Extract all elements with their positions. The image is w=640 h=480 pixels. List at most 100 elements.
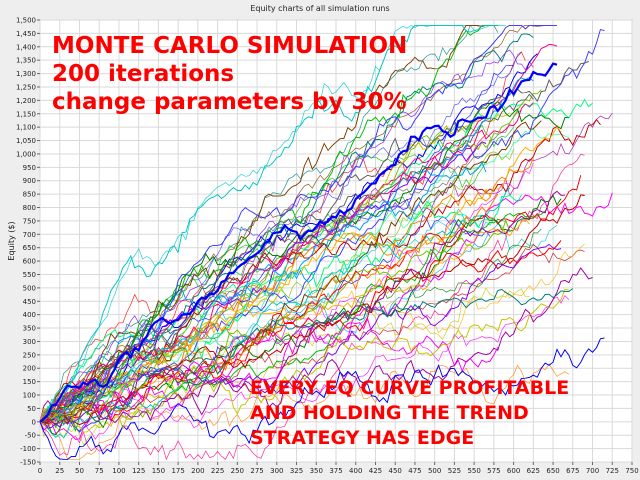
- x-tick-label: 0: [38, 467, 42, 475]
- y-tick-label: 900: [23, 177, 36, 185]
- equity-series-line: [39, 77, 534, 422]
- y-tick-label: -100: [20, 445, 36, 453]
- x-tick-label: 225: [211, 467, 224, 475]
- equity-series-line: [39, 25, 546, 423]
- annotation-bottom-line-1: EVERY EQ CURVE PROFITABLE: [250, 377, 570, 399]
- y-tick-label: 950: [23, 164, 36, 172]
- annotation-top-line-2: 200 iterations: [52, 61, 235, 87]
- chart-title: Equity charts of all simulation runs: [250, 4, 389, 13]
- equity-series-line: [39, 29, 605, 433]
- equity-series-line: [39, 194, 585, 425]
- annotation-top-line-3: change parameters by 30%: [52, 89, 407, 115]
- y-tick-label: 450: [23, 298, 36, 306]
- y-axis-label: Equity ($): [7, 221, 16, 260]
- y-tick-label: 100: [23, 392, 36, 400]
- equity-series-line: [39, 194, 562, 436]
- y-tick-label: 1,200: [16, 97, 36, 105]
- y-tick-label: 550: [23, 271, 36, 279]
- equity-series-line: [39, 219, 511, 423]
- x-tick-label: 25: [55, 467, 64, 475]
- x-tick-label: 500: [428, 467, 441, 475]
- y-tick-label: 1,500: [16, 17, 36, 25]
- x-tick-label: 625: [527, 467, 540, 475]
- equity-series-line: [39, 158, 534, 426]
- annotation-bottom-line-2: AND HOLDING THE TREND: [250, 402, 529, 424]
- x-tick-label: 550: [467, 467, 480, 475]
- equity-series-line: [39, 89, 542, 423]
- y-tick-label: 300: [23, 338, 36, 346]
- x-tick-label: 400: [349, 467, 362, 475]
- y-tick-label: 850: [23, 191, 36, 199]
- x-tick-label: 475: [408, 467, 421, 475]
- x-tick-label: 325: [290, 467, 303, 475]
- y-tick-label: 800: [23, 204, 36, 212]
- y-tick-label: 200: [23, 365, 36, 373]
- y-tick-label: 1,250: [16, 83, 36, 91]
- equity-series-line: [39, 337, 605, 460]
- equity-series-line: [39, 190, 565, 426]
- y-tick-label: 1,150: [16, 110, 36, 118]
- annotation-top: MONTE CARLO SIMULATION 200 iterations ch…: [52, 32, 407, 116]
- y-tick-label: 0: [32, 418, 36, 426]
- highlight-series-group: [39, 62, 558, 423]
- y-tick-label: 400: [23, 311, 36, 319]
- y-tick-label: 700: [23, 231, 36, 239]
- x-tick-label: 675: [566, 467, 579, 475]
- equity-series-line: [39, 102, 534, 422]
- y-tick-label: 750: [23, 217, 36, 225]
- y-tick-label: 500: [23, 284, 36, 292]
- y-tick-label: 600: [23, 258, 36, 266]
- x-tick-label: 375: [329, 467, 342, 475]
- y-tick-label: -150: [20, 459, 36, 467]
- y-tick-label: 150: [23, 378, 36, 386]
- x-tick-label: 250: [231, 467, 244, 475]
- equity-series-line: [39, 25, 498, 422]
- y-tick-label: 1,100: [16, 124, 36, 132]
- equity-series-line: [39, 288, 574, 423]
- equity-series-line: [39, 25, 498, 432]
- y-tick-label: 350: [23, 325, 36, 333]
- x-tick-label: 150: [152, 467, 165, 475]
- x-tick-label: 50: [75, 467, 84, 475]
- x-tick-label: 450: [389, 467, 402, 475]
- x-tick-label: 650: [546, 467, 559, 475]
- highlight-series-line: [39, 62, 558, 423]
- equity-series-line: [39, 24, 506, 423]
- x-tick-label: 575: [487, 467, 500, 475]
- equity-series-line: [39, 126, 562, 422]
- x-tick-label: 125: [132, 467, 145, 475]
- equity-series-line: [39, 289, 569, 433]
- equity-series-line: [39, 317, 499, 431]
- equity-series-line: [39, 153, 585, 461]
- y-tick-label: 50: [27, 405, 36, 413]
- x-tick-label: 750: [625, 467, 638, 475]
- equity-series-line: [39, 33, 534, 423]
- x-tick-label: 525: [448, 467, 461, 475]
- annotation-bottom-line-3: STRATEGY HAS EDGE: [250, 427, 475, 449]
- x-tick-label: 725: [606, 467, 619, 475]
- x-axis-ticks: 0 25 50 75 100 125 150 175 200 225 250 275 300 325 350…: [38, 462, 639, 475]
- y-tick-label: 1,350: [16, 57, 36, 65]
- x-tick-label: 175: [171, 467, 184, 475]
- equity-series-line: [39, 187, 510, 439]
- x-tick-label: 300: [270, 467, 283, 475]
- x-tick-label: 425: [369, 467, 382, 475]
- x-tick-label: 600: [507, 467, 520, 475]
- y-axis-ticks: -150 -100 -50 0 50 100 150 200 250 300 350 400 450 50…: [16, 17, 40, 467]
- y-tick-label: 1,450: [16, 30, 36, 38]
- y-tick-label: 1,050: [16, 137, 36, 145]
- equity-series-line: [39, 363, 570, 460]
- equity-series-line: [39, 175, 582, 423]
- x-tick-label: 100: [112, 467, 125, 475]
- equity-series-line: [39, 214, 491, 432]
- equity-series-line: [39, 25, 499, 423]
- annotation-top-line-1: MONTE CARLO SIMULATION: [52, 33, 408, 59]
- x-tick-label: 275: [250, 467, 263, 475]
- x-tick-label: 700: [586, 467, 599, 475]
- x-tick-label: 75: [95, 467, 104, 475]
- y-tick-label: 1,000: [16, 150, 36, 158]
- equity-series-line: [39, 25, 487, 422]
- equity-series-line: [39, 267, 593, 422]
